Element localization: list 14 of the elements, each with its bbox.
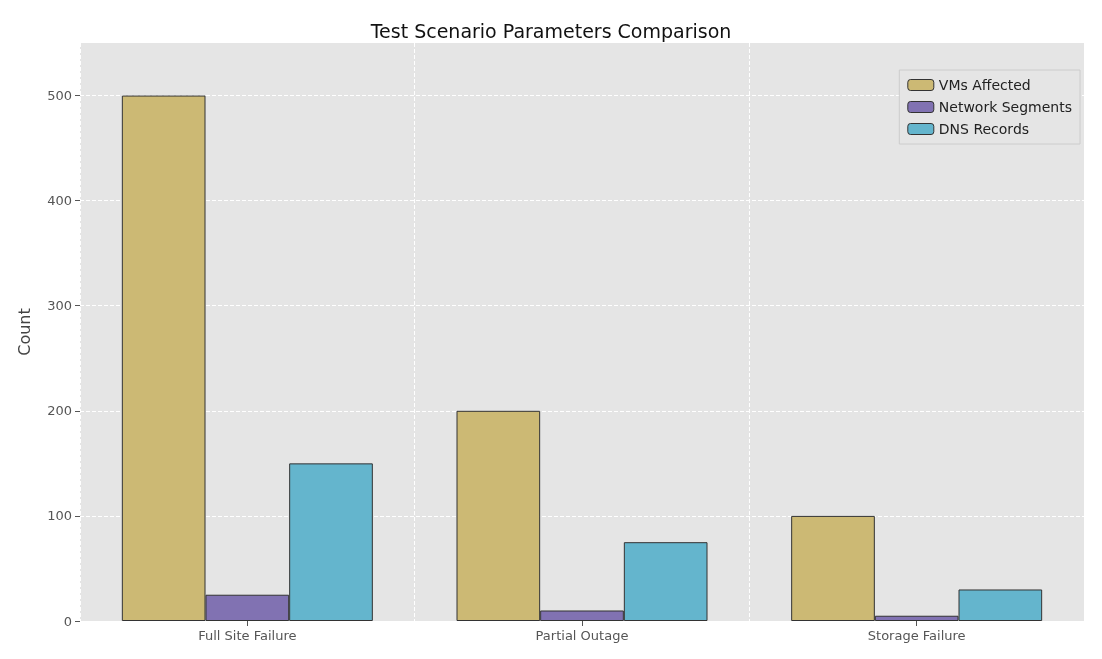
legend-label: Network Segments	[938, 99, 1072, 115]
legend-label: DNS Records	[938, 121, 1030, 137]
y-tick-label: 300	[47, 298, 72, 314]
y-tick-label: 100	[47, 508, 72, 524]
y-axis-title: Count	[14, 308, 34, 356]
x-tick-label: Partial Outage	[535, 628, 629, 643]
y-tick-label: 500	[47, 88, 72, 104]
y-tick-label: 0	[63, 613, 72, 629]
chart-title: Test Scenario Parameters Comparison	[369, 19, 732, 42]
y-tick-label: 400	[47, 193, 72, 209]
x-tick-label: Full Site Failure	[198, 628, 297, 643]
legend-label: VMs Affected	[938, 77, 1031, 93]
y-tick-label: 200	[47, 403, 72, 419]
x-tick-label: Storage Failure	[867, 628, 966, 643]
